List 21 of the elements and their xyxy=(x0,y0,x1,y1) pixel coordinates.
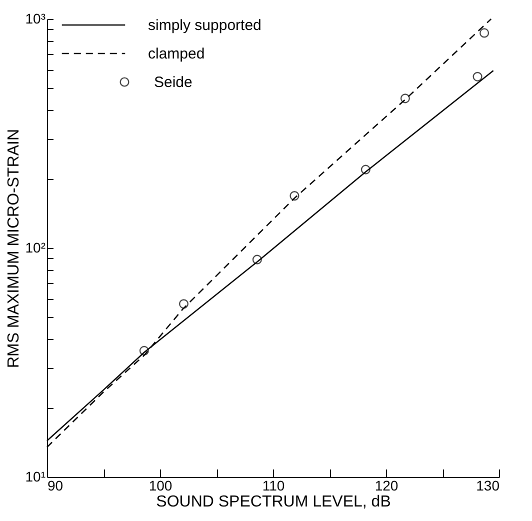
y-tick-label: 10² xyxy=(25,240,46,256)
legend-label: clamped xyxy=(148,46,205,62)
x-tick-label: 120 xyxy=(374,478,398,494)
y-tick-label: 10³ xyxy=(25,10,46,26)
x-tick-label: 130 xyxy=(476,478,500,494)
x-axis-title: SOUND SPECTRUM LEVEL, dB xyxy=(156,494,391,510)
y-tick-label: 10¹ xyxy=(25,468,46,484)
legend-label: Seide xyxy=(154,74,192,91)
point xyxy=(139,346,149,356)
point xyxy=(252,254,262,264)
x-tick-label: 110 xyxy=(262,478,285,494)
point xyxy=(360,164,370,174)
point xyxy=(178,299,189,309)
y-axis-title: RMS MAXIMUM MICRO-STRAIN xyxy=(5,128,22,368)
x-tick-label: 100 xyxy=(148,478,172,494)
point xyxy=(472,72,482,82)
x-tick-label: 90 xyxy=(48,478,64,494)
point xyxy=(290,191,300,201)
point xyxy=(400,94,410,104)
point xyxy=(480,28,490,38)
legend-label: simply supported xyxy=(148,17,262,34)
